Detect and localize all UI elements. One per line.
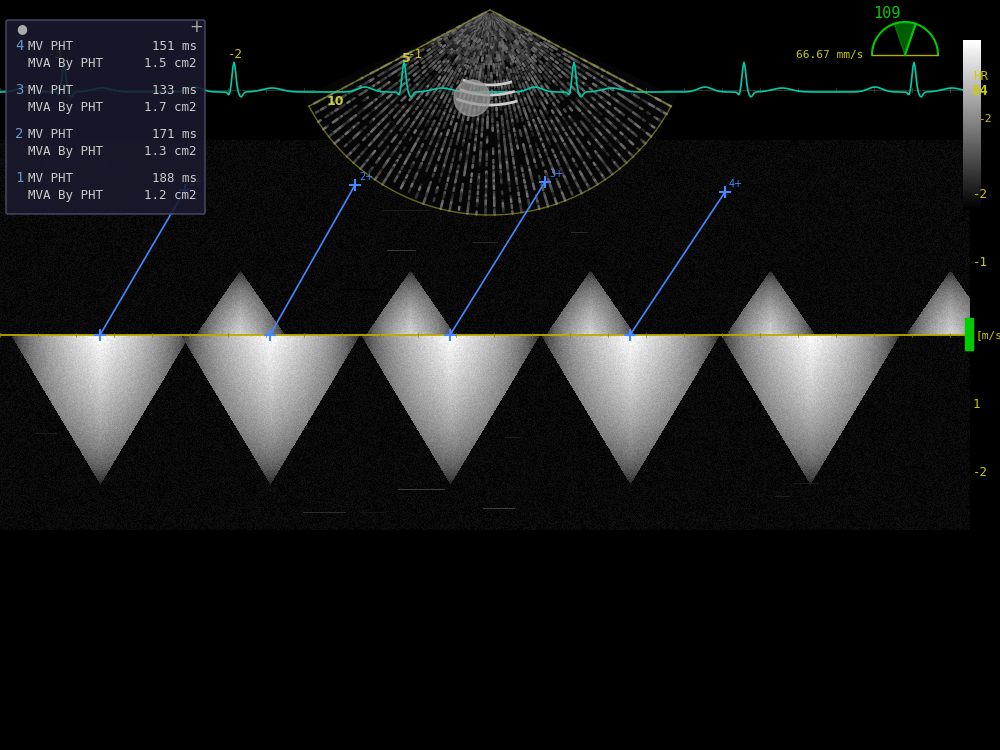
Text: MVA By PHT: MVA By PHT — [28, 57, 103, 70]
Polygon shape — [304, 10, 676, 215]
Text: MVA By PHT: MVA By PHT — [28, 145, 103, 158]
Polygon shape — [894, 22, 916, 55]
Text: MV PHT: MV PHT — [28, 172, 73, 185]
Text: MV PHT: MV PHT — [28, 40, 73, 53]
Bar — [965, 318, 973, 350]
Text: 4: 4 — [15, 39, 23, 53]
Text: MVA By PHT: MVA By PHT — [28, 101, 103, 114]
Text: 171 ms: 171 ms — [152, 128, 197, 141]
Text: HR: HR — [973, 70, 988, 83]
Text: 1.5 cm2: 1.5 cm2 — [144, 57, 197, 70]
Text: 1.3 cm2: 1.3 cm2 — [144, 145, 197, 158]
Text: 151 ms: 151 ms — [152, 40, 197, 53]
Text: -3: -3 — [48, 48, 62, 61]
Text: ●: ● — [16, 22, 27, 35]
Text: 10: 10 — [327, 95, 344, 108]
Text: 1+: 1+ — [189, 177, 203, 187]
Text: 1: 1 — [15, 171, 23, 185]
Text: MV PHT: MV PHT — [28, 84, 73, 97]
Text: -1: -1 — [973, 256, 988, 269]
Text: 4+: 4+ — [729, 179, 743, 189]
Text: MVA By PHT: MVA By PHT — [28, 189, 103, 202]
Text: 2: 2 — [15, 127, 23, 141]
Text: 2+: 2+ — [359, 172, 373, 182]
Text: 5: 5 — [402, 52, 411, 64]
Text: -2: -2 — [973, 466, 988, 479]
Text: 66.67 mm/s: 66.67 mm/s — [796, 50, 864, 60]
Text: 84: 84 — [971, 84, 988, 98]
Text: 1.7 cm2: 1.7 cm2 — [144, 101, 197, 114]
Text: +: + — [189, 18, 203, 36]
Text: 3+: 3+ — [549, 169, 563, 179]
Text: 1.2 cm2: 1.2 cm2 — [144, 189, 197, 202]
Text: 188 ms: 188 ms — [152, 172, 197, 185]
Text: [m/s]: [m/s] — [976, 330, 1000, 340]
Text: -1: -1 — [408, 48, 422, 61]
Text: 133 ms: 133 ms — [152, 84, 197, 97]
Text: 3: 3 — [15, 83, 23, 97]
Text: 1: 1 — [973, 398, 980, 412]
Text: -2: -2 — [978, 114, 992, 124]
Bar — [0, 20, 970, 135]
Text: 109: 109 — [873, 6, 900, 21]
Text: MV PHT: MV PHT — [28, 128, 73, 141]
Circle shape — [454, 80, 490, 116]
Text: -2: -2 — [973, 188, 988, 202]
FancyBboxPatch shape — [6, 20, 205, 214]
Text: -2: -2 — [228, 48, 242, 61]
